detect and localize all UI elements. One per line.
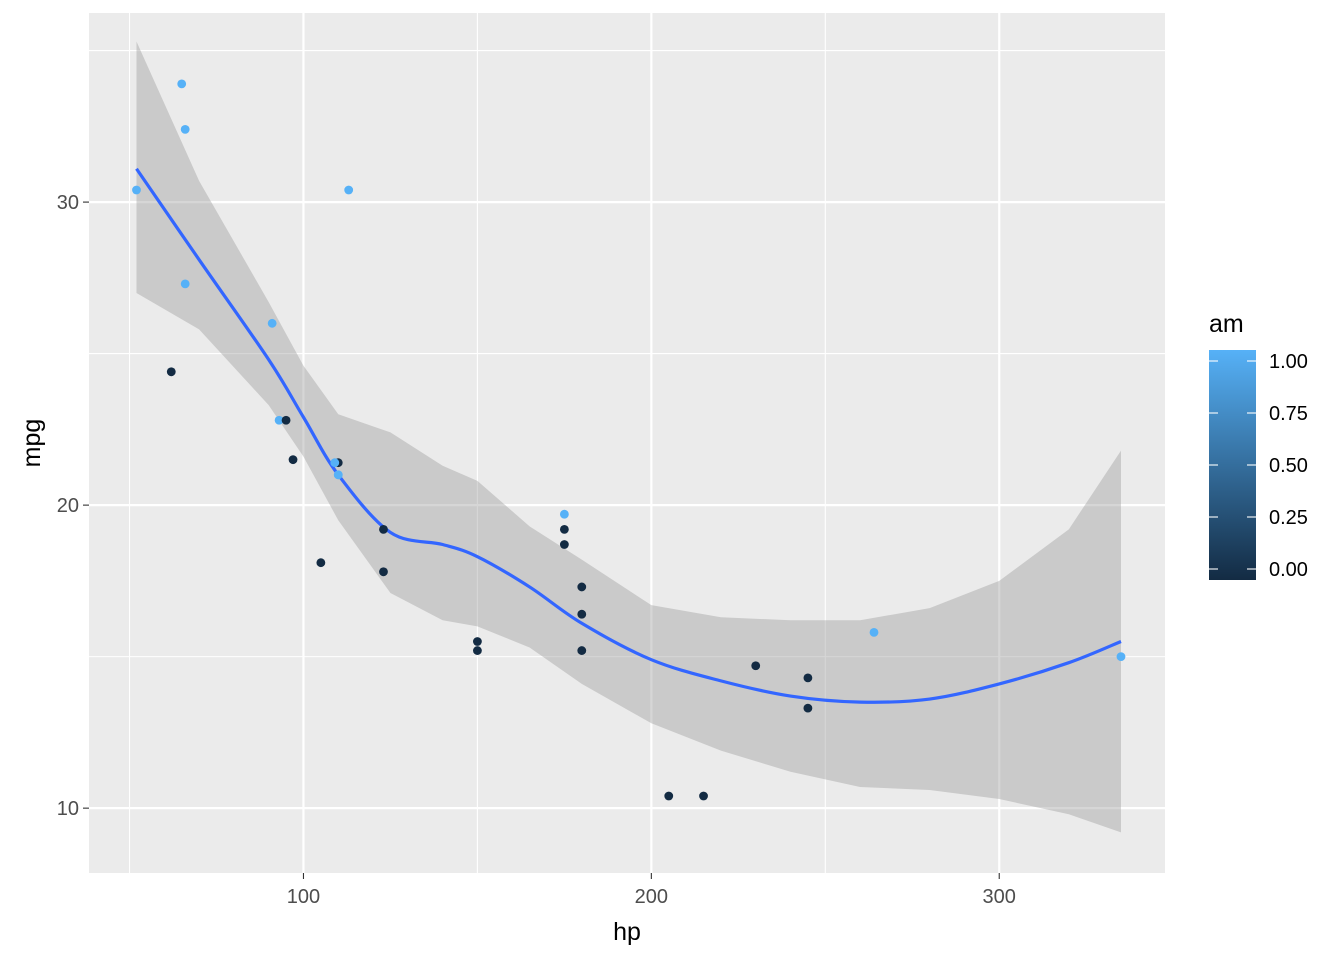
data-point — [1116, 652, 1126, 662]
data-point — [803, 703, 813, 713]
data-point — [869, 627, 879, 637]
plot-panel — [89, 13, 1165, 873]
data-point — [577, 582, 587, 592]
data-point — [333, 470, 343, 480]
loess-line — [135, 167, 1122, 704]
y-tick-label: 30 — [57, 192, 79, 214]
data-point — [267, 318, 277, 328]
legend-ticks: 0.00 0.25 0.50 0.75 1.00 — [1209, 351, 1308, 581]
x-tick-label: 300 — [983, 886, 1016, 908]
data-point — [664, 791, 674, 801]
smooth-line — [135, 167, 1122, 704]
data-point — [559, 524, 569, 534]
data-point — [803, 673, 813, 683]
data-point — [330, 458, 340, 468]
legend-title: am — [1209, 310, 1244, 338]
data-points — [132, 79, 1126, 801]
data-point — [379, 524, 388, 534]
data-point — [281, 415, 291, 425]
data-point — [344, 185, 354, 195]
data-point — [316, 558, 326, 568]
legend-label: 0.50 — [1269, 455, 1308, 477]
minor-gridlines — [89, 13, 1165, 873]
data-point — [577, 609, 587, 619]
data-point — [180, 124, 190, 134]
data-point — [132, 185, 141, 195]
legend-label: 0.25 — [1269, 507, 1308, 529]
data-point — [473, 637, 482, 646]
x-tick-label: 200 — [635, 886, 668, 908]
data-point — [180, 279, 190, 289]
data-point — [559, 540, 569, 549]
legend: am 0.00 0.25 0.50 0.75 1.00 — [1209, 310, 1308, 581]
data-point — [559, 509, 569, 519]
data-point — [288, 455, 298, 465]
y-tick-label: 10 — [57, 798, 79, 820]
major-gridlines — [89, 13, 1165, 873]
data-point — [379, 567, 388, 577]
y-axis-title: mpg — [18, 419, 46, 468]
data-point — [751, 661, 761, 671]
data-point — [699, 791, 708, 801]
legend-label: 0.00 — [1269, 559, 1308, 581]
x-tick-label: 100 — [287, 886, 320, 908]
data-point — [577, 646, 587, 655]
data-point — [473, 646, 482, 655]
data-point — [274, 415, 284, 425]
x-axis-title: hp — [613, 918, 641, 946]
data-point — [166, 367, 176, 377]
legend-label: 0.75 — [1269, 403, 1308, 425]
y-axis-ticks: 10 20 30 — [57, 192, 89, 820]
x-axis-ticks: 100 200 300 — [287, 873, 1016, 908]
data-point — [177, 79, 187, 89]
legend-label: 1.00 — [1269, 351, 1308, 373]
y-tick-label: 20 — [57, 495, 79, 517]
